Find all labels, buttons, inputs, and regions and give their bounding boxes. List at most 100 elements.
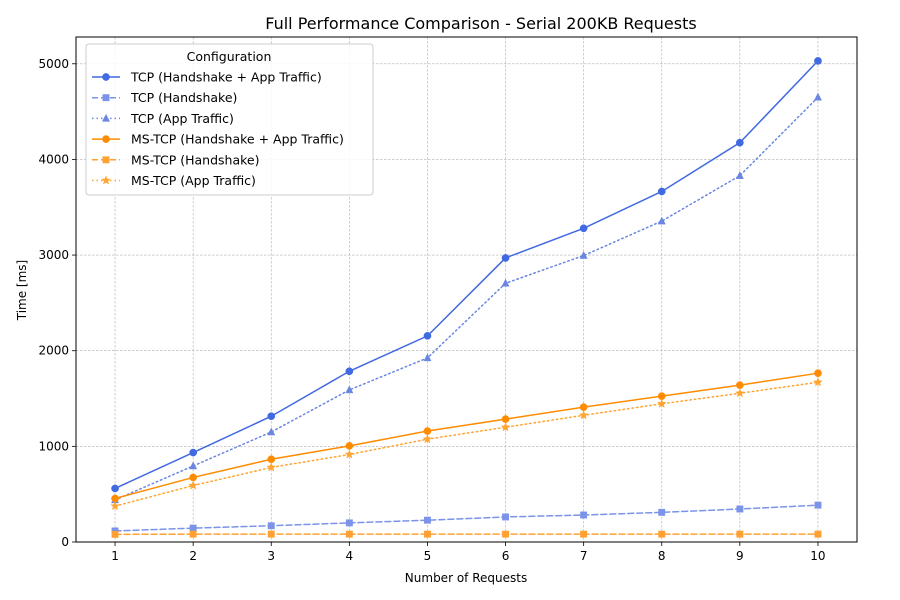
legend-entry: TCP (App Traffic) bbox=[92, 111, 234, 126]
data-point bbox=[111, 494, 119, 503]
data-point bbox=[814, 501, 822, 509]
data-point bbox=[814, 369, 822, 378]
data-point bbox=[736, 381, 744, 389]
data-point bbox=[189, 461, 198, 470]
legend-label: MS-TCP (App Traffic) bbox=[131, 173, 256, 188]
legend-label: MS-TCP (Handshake + App Traffic) bbox=[131, 132, 344, 147]
x-axis-label: Number of Requests bbox=[405, 571, 527, 585]
legend-entry: MS-TCP (App Traffic) bbox=[92, 173, 256, 188]
legend-marker bbox=[102, 156, 110, 164]
series-line bbox=[114, 381, 819, 507]
legend-marker bbox=[102, 135, 110, 143]
y-tick-label: 5000 bbox=[38, 57, 69, 71]
legend-label: TCP (App Traffic) bbox=[130, 111, 234, 126]
x-tick-label: 1 bbox=[111, 549, 119, 563]
data-point bbox=[502, 530, 510, 538]
legend-entry: MS-TCP (Handshake) bbox=[92, 152, 259, 167]
data-point bbox=[579, 250, 588, 259]
y-tick-label: 3000 bbox=[38, 248, 69, 262]
legend-entry: TCP (Handshake) bbox=[92, 90, 237, 105]
data-point bbox=[502, 513, 510, 521]
data-point bbox=[579, 224, 588, 233]
data-point bbox=[657, 216, 666, 225]
series-2 bbox=[111, 92, 822, 504]
data-point bbox=[111, 530, 119, 538]
data-point bbox=[189, 530, 197, 538]
data-point bbox=[578, 410, 589, 420]
legend-label: TCP (Handshake) bbox=[130, 90, 237, 105]
legend-entry: TCP (Handshake + App Traffic) bbox=[92, 70, 322, 85]
data-point bbox=[267, 427, 276, 436]
chart-title: Full Performance Comparison - Serial 200… bbox=[265, 14, 696, 33]
data-point bbox=[345, 519, 353, 527]
data-point bbox=[267, 522, 275, 530]
data-point bbox=[344, 449, 355, 459]
data-point bbox=[501, 278, 510, 287]
plot-frame bbox=[75, 36, 858, 543]
data-point bbox=[345, 385, 354, 394]
data-point bbox=[424, 516, 431, 524]
x-tick-label: 5 bbox=[424, 549, 432, 563]
data-point bbox=[656, 398, 667, 408]
data-point bbox=[814, 530, 822, 538]
data-point bbox=[111, 484, 119, 493]
series-4 bbox=[111, 530, 822, 538]
y-tick-label: 4000 bbox=[38, 152, 69, 166]
x-tick-label: 2 bbox=[189, 549, 197, 563]
legend: Configuration TCP (Handshake + App Traff… bbox=[85, 43, 374, 196]
x-tick-label: 6 bbox=[502, 549, 510, 563]
data-point bbox=[580, 530, 588, 538]
x-tick-label: 8 bbox=[658, 549, 666, 563]
data-point bbox=[501, 415, 510, 423]
data-point bbox=[423, 353, 432, 362]
data-point bbox=[423, 427, 432, 435]
data-point bbox=[736, 530, 744, 538]
data-point bbox=[267, 412, 276, 421]
data-point bbox=[345, 530, 353, 538]
data-point bbox=[266, 462, 277, 472]
legend-marker bbox=[102, 73, 110, 81]
data-point bbox=[422, 434, 433, 444]
series-layer bbox=[110, 57, 823, 538]
data-point bbox=[580, 511, 588, 519]
legend-title: Configuration bbox=[187, 49, 272, 64]
data-point bbox=[189, 473, 197, 482]
y-axis-label: Time [ms] bbox=[15, 260, 29, 322]
x-axis: 1 2 3 4 5 6 7 8 9 10 bbox=[111, 542, 826, 563]
data-point bbox=[424, 530, 431, 538]
legend-box bbox=[85, 43, 374, 196]
data-point bbox=[345, 367, 354, 376]
data-point bbox=[188, 480, 198, 490]
legend-label: TCP (Handshake + App Traffic) bbox=[130, 70, 322, 85]
legend-entry: MS-TCP (Handshake + App Traffic) bbox=[92, 132, 344, 147]
series-0 bbox=[111, 57, 822, 493]
x-tick-label: 9 bbox=[736, 549, 744, 563]
series-line bbox=[114, 504, 819, 532]
data-point bbox=[189, 448, 197, 457]
x-tick-label: 4 bbox=[346, 549, 354, 563]
data-point bbox=[657, 392, 666, 400]
series-line bbox=[114, 60, 819, 490]
data-point bbox=[189, 524, 197, 532]
legend-label: MS-TCP (Handshake) bbox=[131, 152, 259, 167]
data-point bbox=[736, 505, 744, 513]
data-point bbox=[658, 508, 666, 516]
data-point bbox=[267, 530, 275, 538]
data-point bbox=[735, 388, 745, 398]
y-tick-label: 1000 bbox=[38, 439, 69, 453]
data-point bbox=[345, 442, 354, 450]
data-point bbox=[814, 57, 822, 65]
data-point bbox=[267, 455, 276, 464]
data-point bbox=[423, 332, 432, 340]
series-5 bbox=[110, 377, 823, 511]
legend-marker bbox=[102, 94, 110, 102]
legend-items: TCP (Handshake + App Traffic) TCP (Handsh… bbox=[92, 70, 344, 188]
data-point bbox=[736, 138, 744, 147]
data-point bbox=[735, 171, 744, 179]
data-point bbox=[658, 530, 666, 538]
y-axis: 0 1000 2000 3000 4000 5000 bbox=[38, 57, 76, 549]
y-tick-label: 2000 bbox=[38, 344, 69, 358]
series-3 bbox=[111, 369, 822, 503]
legend-marker bbox=[101, 175, 111, 185]
